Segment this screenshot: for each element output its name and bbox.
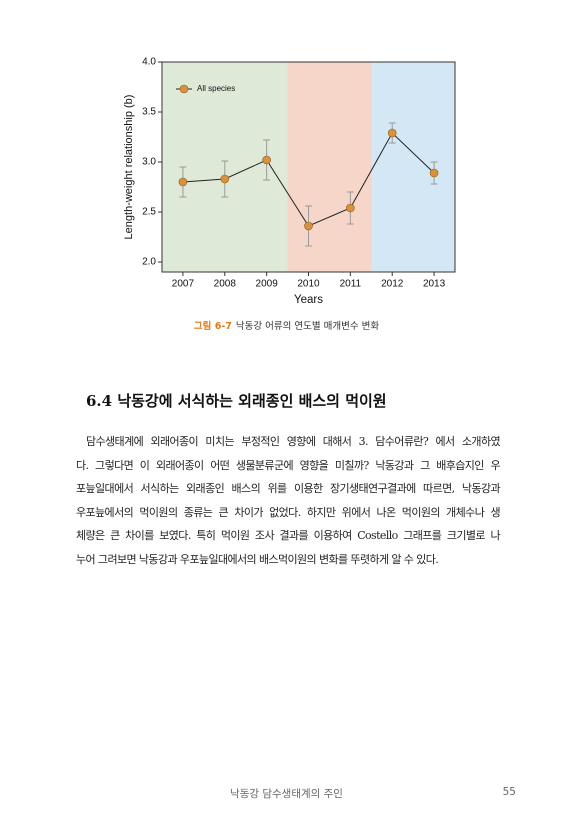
data-point xyxy=(178,177,188,187)
body-line: 우포늪에서의 먹이원의 종류는 큰 차이가 없었다. 하지만 위에서 나온 먹이… xyxy=(76,505,501,519)
y-tick-label: 2.5 xyxy=(142,207,156,218)
data-point xyxy=(304,221,313,231)
body-text: 담수생태계에 외래어종이 미치는 부정적인 영향에 대해서 3. 담수어류란? … xyxy=(76,430,501,572)
body-line: 누어 그려보면 낙동강과 우포늪일대에서의 배스먹이원의 변화를 뚜렷하게 알 … xyxy=(76,552,439,566)
y-tick-label: 3.5 xyxy=(142,107,156,118)
legend-label: All species xyxy=(197,84,235,93)
data-point xyxy=(429,168,439,178)
background-band xyxy=(371,62,414,272)
x-axis-label: Years xyxy=(294,294,323,306)
x-tick-label: 2008 xyxy=(214,279,237,290)
body-line: 다. 그렇다면 이 외래어종이 어떤 생물분류군에 영향을 미칠까? 낙동강과 … xyxy=(76,458,501,472)
body-line: 포늪일대에서 서식하는 외래종인 배스의 위를 이용한 장기생태연구결과에 따르… xyxy=(76,482,501,496)
page-number: 55 xyxy=(502,786,516,798)
x-tick-label: 2007 xyxy=(172,279,195,290)
data-point xyxy=(346,203,355,213)
body-line: 담수생태계에 외래어종이 미치는 부정적인 영향에 대해서 3. 담수어류란? … xyxy=(86,435,501,448)
background-band xyxy=(329,62,372,272)
x-tick-label: 2013 xyxy=(423,279,446,290)
legend-marker xyxy=(179,84,189,94)
data-point xyxy=(262,155,271,165)
caption-text: 낙동강 어류의 연도별 매개변수 변화 xyxy=(235,321,380,332)
data-point xyxy=(220,174,230,184)
x-tick-label: 2011 xyxy=(340,279,362,290)
figure-label: 그림 6-7 xyxy=(193,321,232,332)
x-tick-label: 2010 xyxy=(297,279,320,290)
y-tick-label: 2.0 xyxy=(142,257,156,268)
chart: 2.0 2.5 3.0 3.5 4.0 2007 2008 2009 2010 2011 2012 2… xyxy=(123,57,456,306)
x-tick-label: 2009 xyxy=(256,279,279,290)
y-tick-label: 3.0 xyxy=(142,157,156,168)
x-tick-label: 2012 xyxy=(381,279,404,290)
data-point xyxy=(387,128,397,138)
body-line: 체량은 큰 차이를 보였다. 특히 먹이원 조사 결과를 이용하여 Costel… xyxy=(76,529,501,543)
y-axis-label: Length-weight relationship (b) xyxy=(123,95,135,240)
figure-caption: 그림 6-7 낙동강 어류의 연도별 매개변수 변화 xyxy=(0,318,573,332)
footer-title: 낙동강 담수생태계의 주인 xyxy=(230,788,343,800)
y-tick-label: 4.0 xyxy=(142,57,156,68)
section-heading: 6.4 낙동강에 서식하는 외래종인 배스의 먹이원 xyxy=(86,392,387,410)
